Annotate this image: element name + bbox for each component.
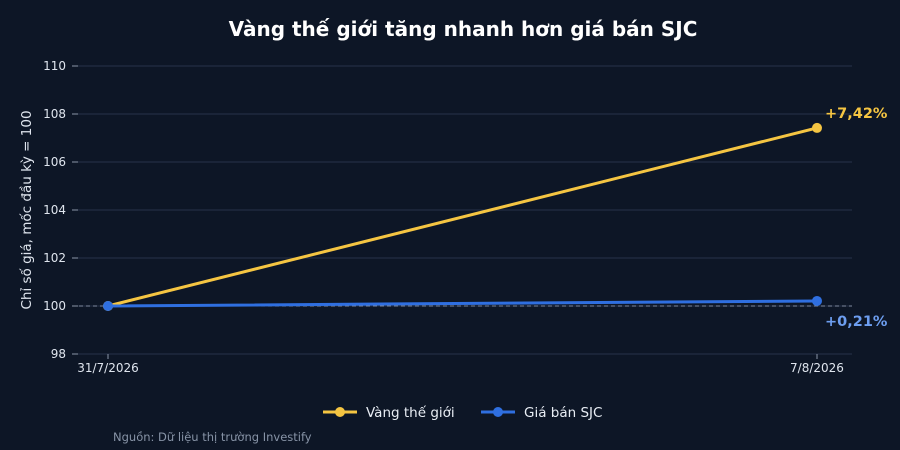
chart-title: Vàng thế giới tăng nhanh hơn giá bán SJC xyxy=(229,17,698,41)
series-layer: +7,42% +0,21% xyxy=(103,106,888,330)
y-tick-label: 100 xyxy=(43,299,66,313)
legend-item: Giá bán SJC xyxy=(481,405,602,421)
y-tick-label: 110 xyxy=(43,59,66,73)
legend-label: Giá bán SJC xyxy=(524,405,602,421)
y-tick-label: 108 xyxy=(43,107,66,121)
x-tick-label: 31/7/2026 xyxy=(77,361,139,375)
end-value-label: +0,21% xyxy=(825,314,888,330)
legend-swatch-marker xyxy=(493,407,503,417)
data-point xyxy=(812,122,822,133)
y-axis-label: Chỉ số giá, mốc đầu kỳ = 100 xyxy=(18,110,35,309)
data-point xyxy=(103,301,113,311)
series-vang-the-gioi: +7,42% xyxy=(103,106,888,311)
end-value-label: +7,42% xyxy=(825,106,888,122)
series-line xyxy=(106,126,819,308)
data-point xyxy=(812,295,822,306)
y-axis-ticks: 98 100 102 104 106 108 110 xyxy=(43,59,78,361)
legend-label: Vàng thế giới xyxy=(366,404,455,421)
x-axis-ticks: 31/7/2026 7/8/2026 xyxy=(77,354,844,375)
source-note: Nguồn: Dữ liệu thị trường Investify xyxy=(113,430,312,444)
legend-item: Vàng thế giới xyxy=(323,404,455,421)
x-tick-label: 7/8/2026 xyxy=(790,361,844,375)
series-gia-ban-sjc: +0,21% xyxy=(103,295,888,330)
grid xyxy=(72,65,852,355)
y-tick-label: 106 xyxy=(43,155,66,169)
y-tick-label: 98 xyxy=(51,347,66,361)
legend-swatch-marker xyxy=(335,407,345,417)
y-tick-label: 102 xyxy=(43,251,66,265)
legend: Vàng thế giới Giá bán SJC xyxy=(323,404,602,421)
series-line xyxy=(106,299,819,308)
y-tick-label: 104 xyxy=(43,203,66,217)
